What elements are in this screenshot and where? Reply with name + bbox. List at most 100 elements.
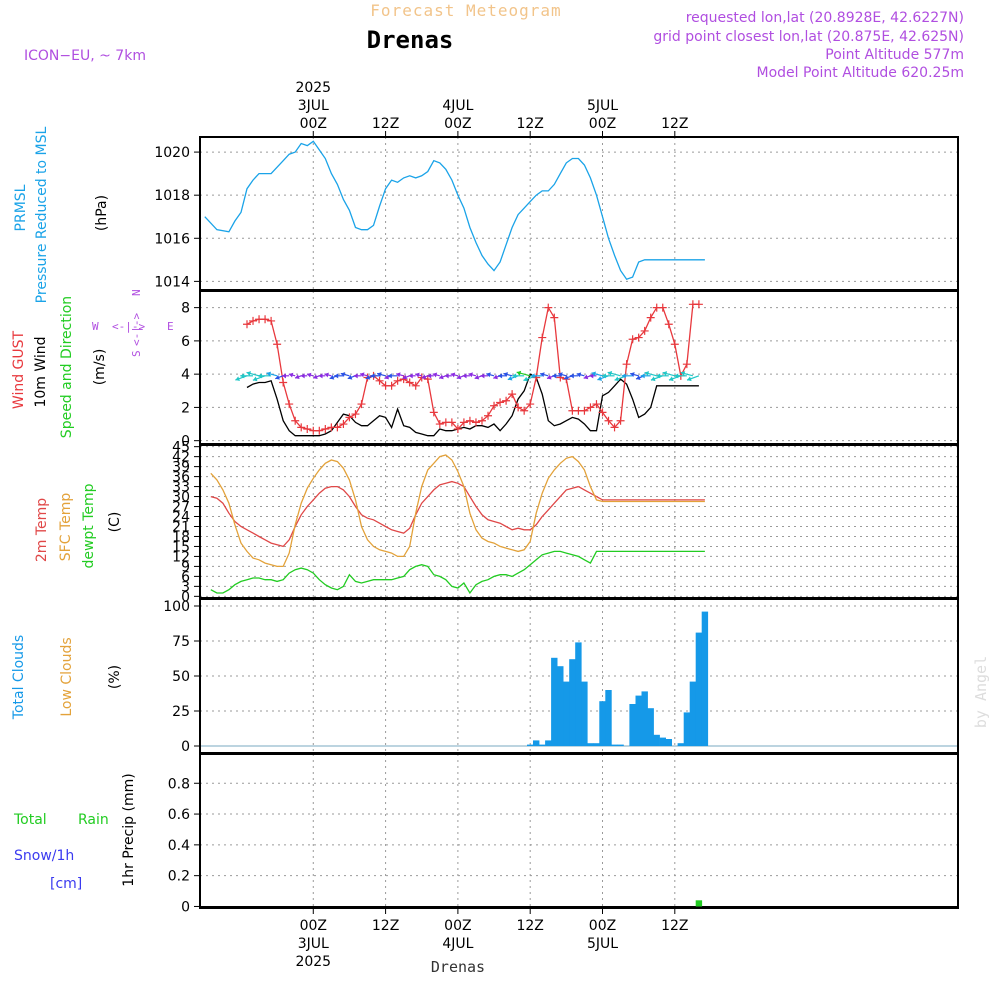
y-tick-label: 39 — [172, 460, 190, 476]
wind-arrow-head — [427, 373, 432, 379]
y-tick-label: 0 — [181, 899, 190, 915]
y-tick-label: 0.8 — [168, 776, 190, 792]
cloud-bar — [587, 743, 594, 746]
y-tick-label: 36 — [172, 470, 190, 486]
wind-arrow-head — [640, 373, 645, 379]
y-tick-label: 100 — [163, 599, 190, 615]
cloud-bar — [701, 611, 709, 746]
gust-marker — [538, 333, 547, 342]
gust-marker — [273, 340, 282, 349]
wind-arrow-head — [365, 374, 371, 380]
wind-arrow-head — [275, 374, 280, 380]
wind-arrow-head — [408, 373, 413, 379]
y-tick-label: 3 — [181, 579, 190, 595]
bottom-time-label: 12Z — [516, 918, 543, 934]
wind-arrow-head — [402, 374, 408, 380]
cloud-bar — [593, 743, 600, 746]
y-tick-label: 9 — [181, 559, 190, 575]
precip-rain-label: Rain — [78, 812, 109, 828]
tempsfc-line — [210, 454, 705, 568]
wind-arrow-head — [597, 376, 603, 381]
wind-series — [235, 300, 703, 437]
wind-arrow-head — [329, 374, 335, 380]
cloud-bar — [689, 681, 697, 746]
gust-marker — [616, 416, 625, 425]
wind-arrow-head — [583, 374, 589, 380]
wind-arrow-head — [668, 376, 674, 382]
cloud-panel-labels: Total Clouds Low Clouds (%) — [11, 635, 123, 720]
panel-frame — [199, 444, 959, 599]
gust-marker — [345, 413, 354, 422]
panel-frame — [199, 753, 959, 909]
compass-ns-arrows: <-|-> — [130, 313, 143, 346]
bottom-time-label: 2025 — [295, 954, 331, 970]
y-tick-label: 1020 — [154, 145, 190, 161]
temp2m-label: 2m Temp — [34, 498, 50, 562]
gust-marker — [285, 400, 294, 409]
top-time-label: 3JUL — [298, 98, 329, 114]
cloud-bar — [683, 712, 691, 746]
compass-we-arrows: <-|-> — [112, 320, 145, 333]
pressure-unit: (hPa) — [94, 195, 110, 231]
y-tick-label: 24 — [172, 510, 190, 526]
top-time-label: 00Z — [589, 116, 616, 132]
compass-rose: N S W E <-|-> <-|-> — [92, 289, 174, 357]
wind-arrow-head — [415, 372, 420, 378]
gust-marker — [471, 418, 480, 427]
wind-arrow-head — [630, 372, 635, 377]
footer-location: Drenas — [431, 958, 485, 976]
top-time-label: 12Z — [372, 116, 399, 132]
bottom-time-label: 12Z — [661, 918, 688, 934]
wind-arrow-head — [650, 376, 656, 382]
compass-w: W — [92, 320, 99, 333]
gust-line — [246, 303, 699, 432]
y-tick-label: 27 — [172, 500, 190, 516]
wind-arrow-head — [439, 374, 444, 380]
top-time-axis: 2025 3JUL 00Z 12Z 4JUL 00Z 12Z 5JUL 00Z 12Z — [295, 80, 689, 137]
cloud-bar — [533, 740, 540, 746]
wind-arrow-head — [306, 372, 312, 378]
wind-arrow-head — [444, 373, 449, 379]
model-altitude: Model Point Altitude 620.25m — [757, 65, 964, 81]
y-tick-label: 0.2 — [168, 869, 190, 885]
y-tick-label: 4 — [181, 367, 190, 383]
wind-arrow-head — [486, 372, 491, 378]
wind-arrow-head — [359, 372, 365, 378]
y-tick-label: 21 — [172, 519, 190, 535]
gust-marker — [242, 320, 251, 329]
y-tick-label: 30 — [172, 490, 190, 506]
total-clouds-label: Total Clouds — [11, 635, 27, 720]
gust-marker — [333, 423, 342, 432]
top-time-label: 5JUL — [587, 98, 618, 114]
wind-arrow-head — [507, 375, 513, 381]
wind-arrow-head — [656, 373, 661, 379]
gust-marker — [484, 411, 493, 420]
gust-marker — [297, 423, 306, 432]
cloud-bar — [665, 739, 672, 746]
wind-arrow-head — [384, 374, 390, 380]
gust-marker — [321, 425, 330, 434]
cloud-bar — [695, 632, 703, 746]
temp-series — [210, 454, 705, 595]
wind-arrow-head — [589, 373, 594, 379]
compass-e: E — [167, 320, 174, 333]
wind-arrow-head — [370, 373, 375, 379]
cloud-bar — [551, 657, 558, 746]
wind-arrow-head — [569, 373, 574, 379]
cloud-bar — [599, 701, 606, 746]
wind-arrow-head — [607, 370, 613, 376]
wind-arrow-head — [340, 372, 346, 377]
wind-arrow-head — [313, 374, 318, 380]
wind-arrow-head — [493, 374, 498, 380]
wind-arrow-head — [456, 374, 462, 380]
y-tick-label: 8 — [181, 301, 190, 317]
cloud-bar — [569, 659, 576, 746]
chart-title: Forecast Meteogram — [370, 1, 561, 20]
gust-marker — [634, 333, 643, 342]
panel-frame — [199, 290, 959, 445]
wind-arrow-head — [246, 371, 252, 376]
panels-layer: 1014101610181020024680369121518212427303… — [154, 136, 959, 915]
gust-marker — [496, 398, 505, 407]
compass-n: N — [130, 289, 143, 296]
panel-3: 0 25 50 75 100 — [163, 599, 958, 755]
